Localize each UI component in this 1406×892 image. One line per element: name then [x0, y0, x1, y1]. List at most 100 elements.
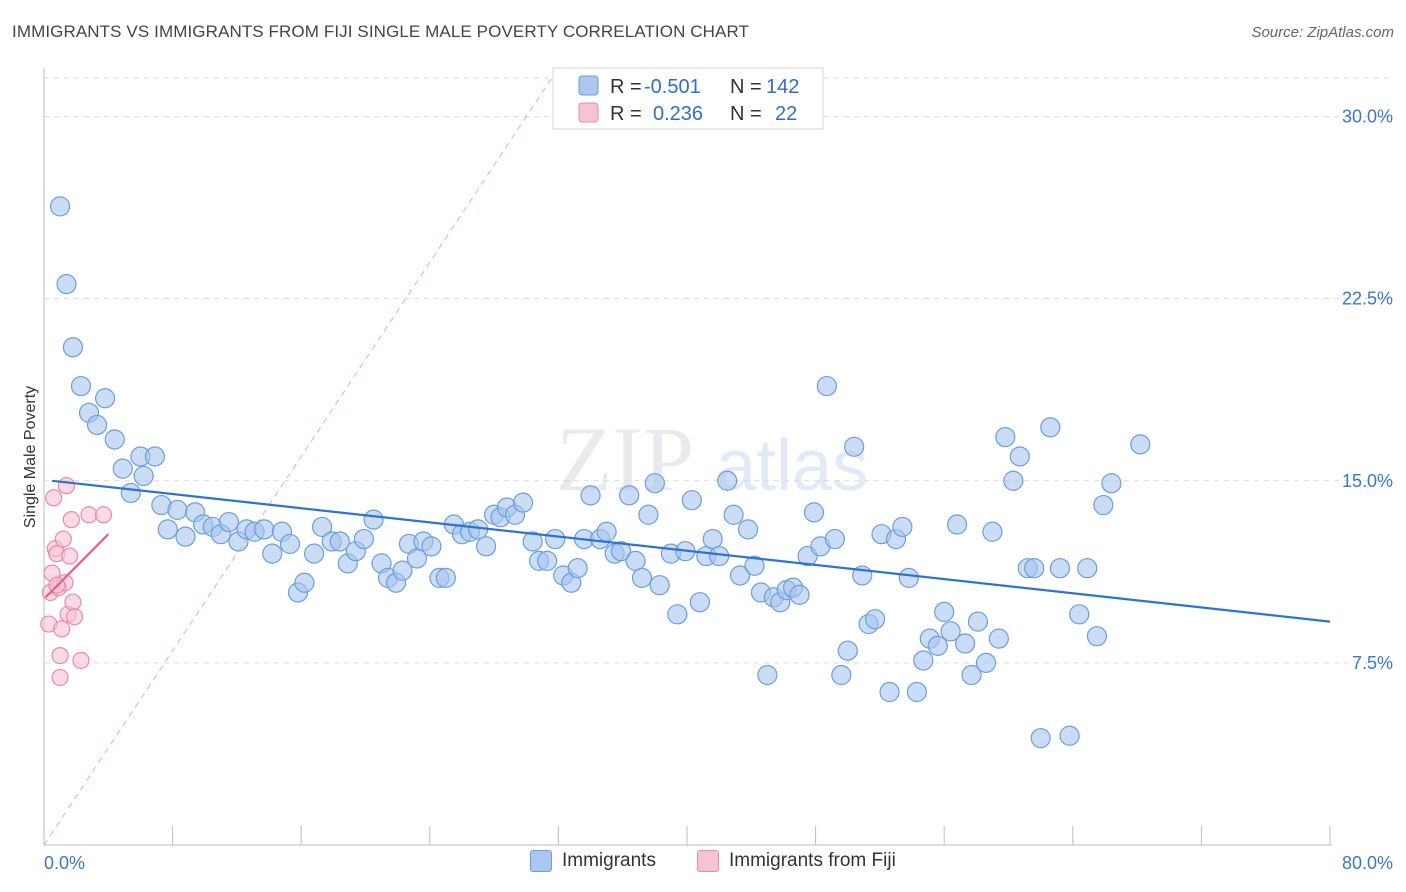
y-tick-label: 22.5%: [1342, 289, 1393, 309]
data-point-fiji: [57, 477, 76, 495]
data-point-immigrants: [879, 681, 900, 703]
legend-r-label-1: R =: [610, 76, 642, 98]
data-point-immigrants: [175, 526, 196, 547]
data-point-immigrants: [545, 528, 566, 550]
data-point-fiji: [64, 593, 82, 611]
data-point-immigrants: [729, 565, 751, 586]
data-point-immigrants: [1077, 558, 1098, 579]
data-point-fiji: [51, 647, 69, 665]
data-point-fiji: [65, 608, 84, 626]
data-point-immigrants: [1049, 558, 1071, 579]
reference-diagonal: [43, 67, 559, 846]
legend-bottom-swatch-immigrants: [530, 850, 552, 872]
data-point-immigrants: [737, 519, 759, 540]
data-point-immigrants: [56, 274, 77, 295]
data-point-immigrants: [512, 492, 534, 513]
legend-r-value-2: 0.236: [653, 103, 703, 125]
data-point-immigrants: [279, 533, 301, 555]
data-point-fiji: [51, 668, 69, 687]
data-point-immigrants: [392, 560, 413, 581]
data-point-immigrants: [644, 473, 665, 494]
data-point-immigrants: [946, 514, 968, 535]
data-point-immigrants: [927, 635, 948, 656]
legend-bottom-fiji: Immigrants from Fiji: [697, 850, 896, 872]
data-point-immigrants: [681, 490, 702, 511]
data-point-immigrants: [1101, 473, 1122, 494]
data-point-immigrants: [940, 621, 961, 642]
data-point-immigrants: [619, 485, 640, 506]
data-point-immigrants: [157, 519, 178, 540]
grid-lines: [44, 77, 1393, 664]
data-point-immigrants: [262, 543, 283, 564]
data-point-immigrants: [610, 541, 632, 562]
data-point-immigrants: [995, 426, 1016, 448]
data-point-immigrants: [86, 414, 108, 436]
data-point-immigrants: [218, 511, 239, 533]
data-point-immigrants: [475, 536, 497, 557]
legend-n-value-2: 22: [775, 103, 797, 125]
legend-r-value-1: -0.501: [644, 76, 701, 98]
data-point-immigrants: [816, 375, 837, 397]
data-point-immigrants: [254, 519, 275, 540]
data-point-immigrants: [303, 543, 325, 564]
legend-r-label-2: R =: [610, 103, 642, 125]
data-point-immigrants: [982, 521, 1003, 542]
data-point-immigrants: [803, 502, 825, 523]
data-point-immigrants: [1069, 604, 1090, 625]
data-point-immigrants: [329, 531, 350, 552]
data-point-immigrants: [104, 429, 125, 450]
data-point-immigrants: [954, 633, 976, 654]
data-point-immigrants: [638, 504, 659, 525]
data-point-immigrants: [789, 584, 810, 606]
trend-line-fiji: [44, 533, 110, 599]
data-point-immigrants: [967, 611, 989, 632]
data-point-fiji: [94, 506, 113, 524]
data-point-immigrants: [1024, 558, 1045, 579]
data-point-immigrants: [757, 664, 778, 686]
data-point-immigrants: [567, 558, 588, 579]
data-point-immigrants: [913, 650, 934, 671]
axes: [43, 68, 1332, 846]
legend-bottom-swatch-fiji: [697, 850, 719, 872]
series-fiji: [40, 477, 113, 687]
data-point-immigrants: [824, 528, 845, 550]
data-point-immigrants: [717, 470, 738, 491]
data-point-immigrants: [961, 664, 982, 686]
legend-top: R = -0.501 N = 142 R = 0.236 N = 22: [552, 67, 824, 130]
x-tick-label-max: 80.0%: [1342, 853, 1393, 873]
data-point-immigrants: [934, 601, 955, 623]
data-point-immigrants: [49, 196, 71, 217]
data-point-immigrants: [94, 388, 116, 409]
x-tick-label-min: 0.0%: [44, 853, 85, 873]
data-point-immigrants: [1130, 434, 1151, 455]
data-point-immigrants: [1009, 446, 1030, 467]
legend-n-value-1: 142: [766, 76, 799, 98]
data-point-immigrants: [353, 528, 374, 550]
data-point-immigrants: [522, 531, 543, 552]
data-point-fiji: [61, 547, 79, 565]
data-point-fiji: [45, 489, 63, 507]
y-tick-label: 15.0%: [1342, 471, 1393, 491]
legend-n-label-1: N =: [730, 76, 762, 98]
y-tick-label: 7.5%: [1352, 653, 1393, 673]
data-point-immigrants: [1059, 725, 1080, 746]
data-point-immigrants: [435, 567, 456, 589]
data-point-immigrants: [537, 550, 558, 572]
data-point-immigrants: [723, 504, 744, 525]
data-point-immigrants: [1003, 470, 1024, 491]
chart-title: IMMIGRANTS VS IMMIGRANTS FROM FIJI SINGL…: [12, 22, 750, 41]
data-point-immigrants: [667, 604, 688, 625]
data-point-immigrants: [744, 555, 765, 576]
data-point-immigrants: [112, 458, 133, 479]
watermark: ZIP atlas: [556, 408, 868, 510]
trend-line-immigrants: [51, 479, 1331, 623]
data-point-immigrants: [62, 337, 84, 358]
data-point-immigrants: [631, 567, 653, 589]
data-point-immigrants: [311, 516, 333, 538]
data-point-immigrants: [844, 436, 865, 457]
legend-bottom-label-immigrants: Immigrants: [562, 850, 656, 871]
data-point-immigrants: [70, 375, 92, 397]
data-point-immigrants: [133, 465, 154, 487]
data-point-fiji: [80, 506, 98, 524]
data-point-immigrants: [649, 575, 670, 596]
